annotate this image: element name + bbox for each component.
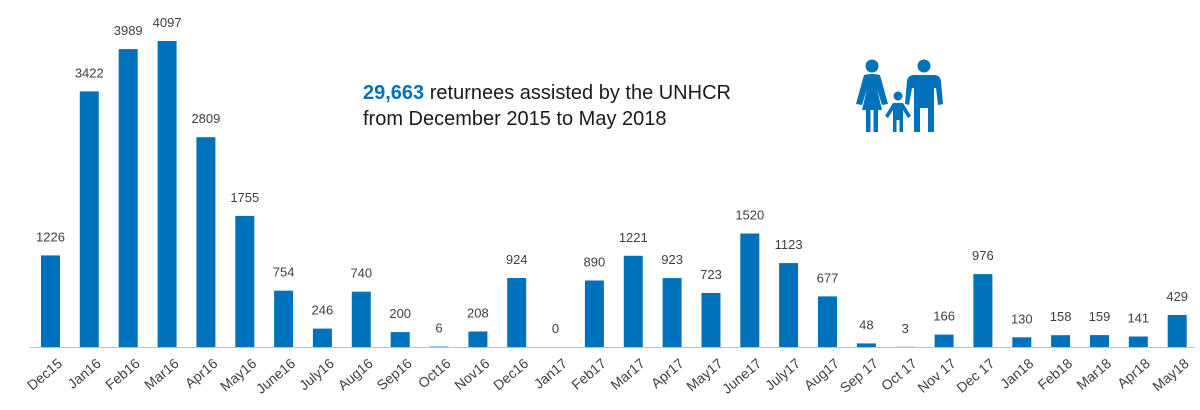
bar-dec16 (507, 278, 527, 347)
bar-apr16 (196, 137, 216, 347)
value-label: 677 (817, 270, 839, 285)
value-label: 924 (506, 252, 528, 267)
bar-apr18 (1128, 336, 1148, 347)
x-tick-label: June17 (719, 355, 765, 397)
x-tick-label: Apr18 (1114, 355, 1153, 391)
x-tick-label: Dec16 (490, 355, 531, 393)
x-tick-label: Feb17 (568, 355, 609, 393)
value-label: 740 (350, 266, 372, 281)
headline-line-2: from December 2015 to May 2018 (363, 108, 667, 130)
value-label: 1226 (36, 229, 65, 244)
value-label: 159 (1089, 309, 1111, 324)
headline-line-1: 29,663 returnees assisted by the UNHCR (363, 80, 731, 106)
bar-dec-17 (973, 274, 993, 347)
value-label: 1520 (735, 208, 764, 223)
bar-may17 (701, 293, 721, 347)
x-tick-label: Oct16 (415, 355, 454, 391)
headline-line-1-text: returnees assisted by the UNHCR (424, 82, 731, 104)
x-tick-label: Mar18 (1073, 355, 1114, 393)
bar-aug16 (351, 291, 371, 347)
value-label: 4097 (153, 15, 182, 30)
bar-may16 (235, 215, 255, 347)
value-label: 429 (1166, 289, 1188, 304)
x-tick-label: Aug16 (335, 355, 376, 393)
bar-july17 (779, 263, 799, 347)
bar-jan18 (1012, 337, 1032, 347)
bar-feb18 (1051, 335, 1071, 347)
x-tick-label: Nov 17 (914, 355, 958, 396)
x-tick-label: May16 (217, 355, 260, 394)
value-label: 1755 (230, 190, 259, 205)
x-tick-label: Apr17 (648, 355, 687, 391)
value-label: 1123 (775, 237, 803, 252)
bar-jan16 (79, 91, 99, 348)
x-tick-label: May18 (1149, 355, 1192, 394)
bar-nov-17 (934, 334, 954, 347)
value-label: 48 (859, 317, 873, 332)
value-label: 6 (435, 321, 442, 336)
value-label: 246 (312, 303, 334, 318)
x-tick-label: Dec15 (24, 355, 65, 393)
x-tick-label: July16 (296, 355, 337, 393)
bar-mar16 (157, 41, 177, 347)
x-tick-label: Jan17 (531, 355, 571, 392)
x-tick-label: Jan18 (997, 355, 1037, 392)
value-label: 2809 (191, 111, 220, 126)
bar-nov16 (468, 331, 488, 347)
bar-sep16 (390, 332, 410, 347)
x-tick-label: Sep 17 (837, 355, 881, 396)
x-tick-label: Jan16 (64, 355, 104, 392)
x-tick-label: June16 (253, 355, 299, 397)
value-label: 166 (933, 309, 955, 324)
value-label: 158 (1050, 309, 1072, 324)
bar-june17 (740, 233, 760, 347)
bars (41, 41, 1187, 348)
value-label: 723 (700, 267, 722, 282)
value-label: 0 (552, 321, 559, 336)
value-label: 754 (273, 265, 295, 280)
x-tick-label: Dec 17 (953, 355, 997, 396)
bar-sep-17 (856, 343, 876, 347)
value-label: 1221 (619, 230, 648, 245)
value-label: 130 (1011, 311, 1033, 326)
bar-mar17 (623, 255, 643, 347)
value-label: 976 (972, 248, 994, 263)
x-tick-label: Nov16 (451, 355, 492, 393)
x-tick-label: Apr16 (182, 355, 221, 391)
family-icon (856, 59, 943, 132)
total-returnees: 29,663 (363, 82, 425, 104)
bar-dec15 (41, 255, 60, 347)
x-tick-label: Oct 17 (878, 355, 920, 394)
x-tick-label: Feb16 (102, 355, 143, 393)
bar-may18 (1167, 315, 1187, 347)
x-tick-label: July17 (762, 355, 803, 393)
x-tick-label: May17 (683, 355, 726, 394)
bar-feb16 (118, 49, 138, 347)
value-label: 208 (467, 306, 489, 321)
x-tick-label: Mar16 (141, 355, 182, 393)
value-label: 200 (389, 306, 411, 321)
bar-june16 (274, 290, 294, 347)
headline: 29,663 returnees assisted by the UNHCR f… (363, 80, 731, 132)
value-labels: 1226 3422 3989 4097 2809 1755 754 246 740 200 6 208… (36, 15, 1188, 336)
bar-mar18 (1090, 335, 1109, 347)
x-tick-label: Aug17 (801, 355, 842, 393)
value-label: 141 (1127, 311, 1149, 326)
value-label: 3989 (114, 23, 143, 38)
bar-july16 (312, 328, 332, 347)
value-label: 890 (584, 255, 606, 270)
value-label: 3 (902, 321, 909, 336)
x-tick-label: Sep16 (374, 355, 415, 393)
value-label: 923 (661, 252, 683, 267)
bar-feb17 (584, 280, 604, 347)
value-label: 3422 (75, 65, 104, 80)
x-tick-label: Feb18 (1035, 355, 1076, 393)
bar-aug17 (818, 296, 837, 347)
bar-apr17 (662, 278, 682, 347)
x-tick-label: Mar17 (607, 355, 648, 393)
